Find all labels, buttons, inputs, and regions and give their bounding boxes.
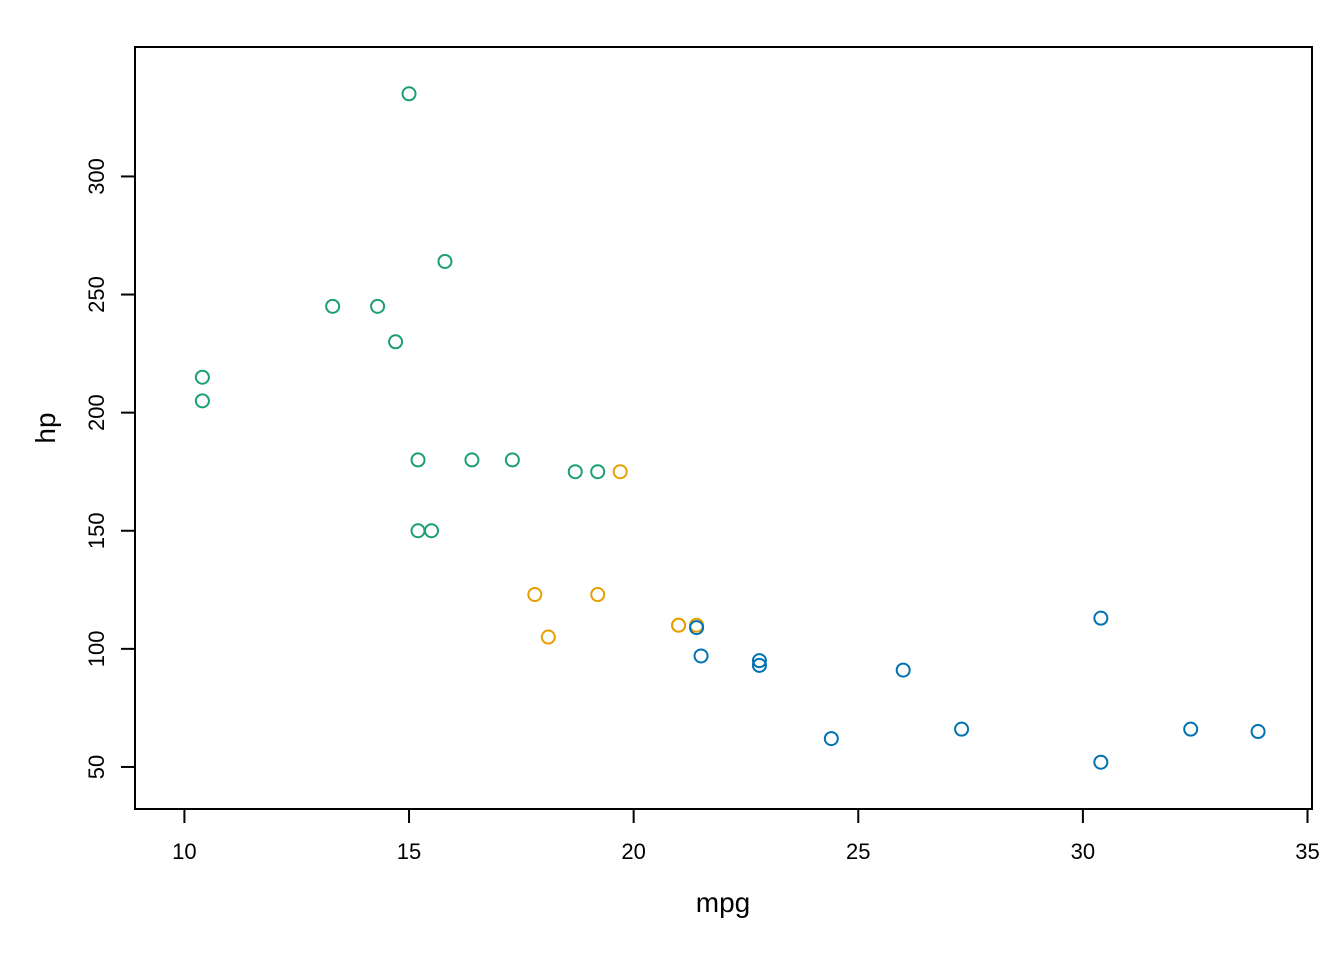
x-axis-title: mpg (696, 887, 750, 918)
y-tick-label: 50 (84, 755, 109, 779)
y-axis: 50 100 150 200 250 300 (84, 158, 136, 779)
data-point (1250, 724, 1266, 740)
x-tick-label: 15 (397, 839, 421, 864)
y-tick-label: 100 (84, 630, 109, 667)
y-tick-label: 200 (84, 394, 109, 431)
data-points (194, 86, 1266, 770)
data-point (194, 369, 210, 385)
data-point (194, 393, 210, 409)
y-axis-title: hp (30, 412, 61, 443)
data-point (437, 253, 453, 269)
data-point (612, 464, 628, 480)
data-point (751, 653, 767, 669)
data-point (751, 657, 767, 673)
x-tick-label: 20 (621, 839, 645, 864)
x-axis: 10 15 20 25 30 35 (172, 808, 1320, 864)
y-tick-label: 150 (84, 512, 109, 549)
data-point (590, 587, 606, 603)
data-point (1183, 721, 1199, 737)
data-point (540, 629, 556, 645)
data-point (527, 587, 543, 603)
x-tick-label: 25 (846, 839, 870, 864)
plot-frame (134, 46, 1313, 810)
data-point (567, 464, 583, 480)
data-point (388, 334, 404, 350)
x-tick-label: 35 (1295, 839, 1319, 864)
data-point (370, 298, 386, 314)
data-point (464, 452, 480, 468)
x-tick-label: 10 (172, 839, 196, 864)
data-point (823, 731, 839, 747)
data-point (954, 721, 970, 737)
data-point (1093, 754, 1109, 770)
y-tick-label: 300 (84, 158, 109, 195)
data-point (671, 617, 687, 633)
data-point (401, 86, 417, 102)
data-point (590, 464, 606, 480)
data-point (423, 523, 439, 539)
data-point (693, 648, 709, 664)
x-tick-label: 30 (1071, 839, 1095, 864)
data-point (1093, 610, 1109, 626)
data-point (504, 452, 520, 468)
data-point (325, 298, 341, 314)
y-tick-label: 250 (84, 276, 109, 313)
data-point (689, 620, 705, 636)
data-point (410, 523, 426, 539)
data-point (410, 452, 426, 468)
data-point (895, 662, 911, 678)
